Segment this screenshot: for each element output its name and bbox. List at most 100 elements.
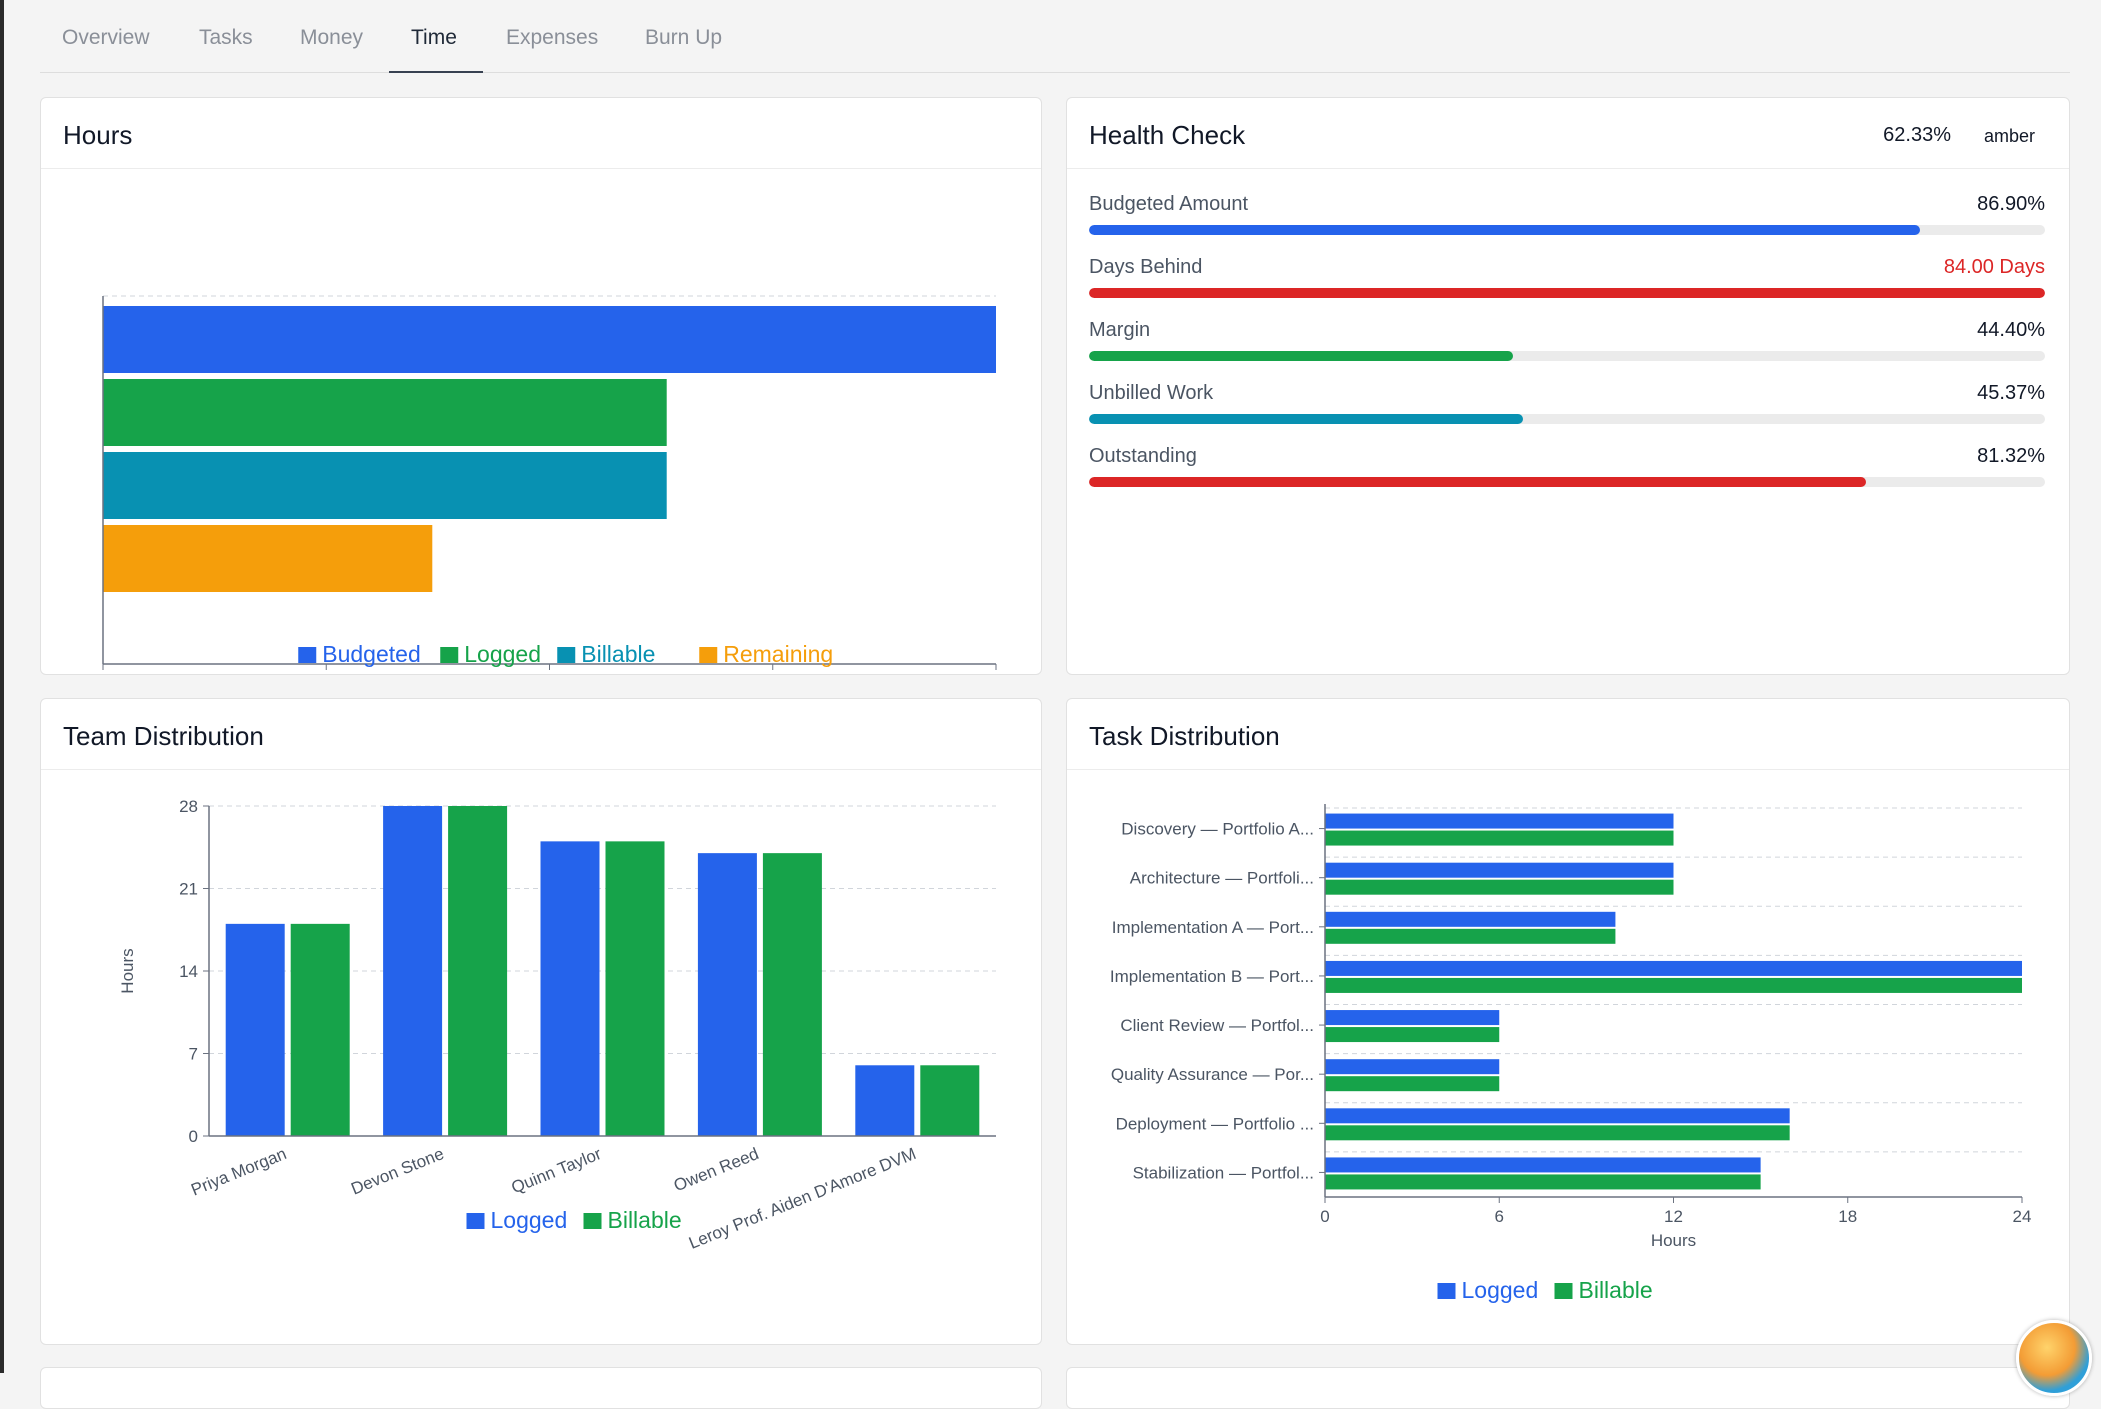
health-metric-track: [1089, 477, 2045, 487]
y-tick-label: Deployment — Portfolio ...: [1116, 1114, 1314, 1133]
health-metric-row: Margin 44.40%: [1089, 319, 2045, 379]
bar-billable: [448, 806, 508, 1136]
x-tick-label: Devon Stone: [348, 1144, 446, 1198]
health-metric-track: [1089, 225, 2045, 235]
bar-logged: [383, 806, 443, 1136]
legend-swatch: [466, 1213, 485, 1229]
health-metric-fill: [1089, 351, 1514, 361]
bar-billable: [1325, 1076, 1500, 1092]
tab-expenses[interactable]: Expenses: [506, 26, 599, 49]
tab-overview[interactable]: Overview: [62, 26, 150, 49]
health-metric-fill: [1089, 288, 2045, 298]
bar-logged: [1325, 1010, 1500, 1026]
health-score: 62.33%: [1883, 124, 1951, 146]
health-metric-value: 84.00 Days: [1943, 256, 2045, 278]
tab-bar: Overview Tasks Money Time Expenses Burn …: [40, 0, 2070, 73]
y-tick-label: 21: [179, 880, 198, 899]
bar-remaining: [103, 525, 433, 592]
health-metric-row: Outstanding 81.32%: [1089, 445, 2045, 505]
bar-billable: [1325, 1125, 1790, 1141]
health-metric-value: 81.32%: [1977, 445, 2045, 467]
health-metric-row: Days Behind 84.00 Days: [1089, 256, 2045, 316]
x-tick-label: 0: [1320, 1207, 1329, 1226]
hours-card: Hours 04080120160BudgetedLoggedBillableR…: [40, 97, 1042, 675]
y-tick-label: Discovery — Portfolio A...: [1121, 820, 1314, 839]
y-tick-label: Implementation A — Port...: [1112, 918, 1314, 937]
y-tick-label: Architecture — Portfoli...: [1130, 869, 1314, 888]
bar-billable: [1325, 879, 1674, 895]
health-metric-track: [1089, 351, 2045, 361]
hours-chart: 04080120160BudgetedLoggedBillableRemaini…: [102, 295, 997, 670]
team-distribution-card: Team Distribution 0 7 14 21 28 Hours Priya Mor…: [40, 698, 1042, 1345]
y-tick-label: 7: [189, 1045, 198, 1064]
x-tick-label: Priya Morgan: [188, 1144, 289, 1199]
card-header: Hours: [41, 98, 1041, 169]
task-distribution-chart: Discovery — Portfolio A... Architecture —…: [1110, 804, 2032, 1303]
card-header: Task Distribution: [1067, 699, 2069, 770]
tab-money[interactable]: Money: [300, 26, 364, 49]
legend-label: Logged: [464, 641, 541, 667]
next-card: [40, 1367, 1042, 1409]
tab-burn-up[interactable]: Burn Up: [645, 26, 723, 49]
legend-swatch: [440, 647, 459, 663]
team-distribution-chart: 0 7 14 21 28 Hours Priya Morgan Devon Stone Quin…: [118, 797, 1021, 1302]
legend-swatch: [699, 647, 718, 663]
health-metric-label: Budgeted Amount: [1089, 193, 1249, 215]
legend-swatch: [298, 647, 317, 663]
bar-logged: [855, 1065, 915, 1136]
health-check-card: Health Check 62.33% amber Budgeted Amoun…: [1066, 97, 2070, 675]
y-tick-label: 14: [179, 962, 198, 981]
beach-avatar-icon[interactable]: [2016, 1320, 2092, 1396]
card-title: Health Check: [1089, 120, 1246, 150]
active-tab-indicator: [389, 71, 483, 73]
bar-budgeted: [103, 306, 996, 373]
label-clip: [721, 1242, 1021, 1302]
window-edge: [0, 0, 4, 1373]
legend-label: Billable: [1579, 1277, 1653, 1303]
card-header: Health Check 62.33% amber: [1067, 98, 2069, 169]
bar-logged: [697, 853, 757, 1136]
card-title: Team Distribution: [63, 721, 264, 751]
legend-label: Budgeted: [322, 641, 420, 667]
y-tick-label: 0: [189, 1127, 198, 1146]
bar-billable: [1325, 1027, 1500, 1043]
bar-billable: [1325, 830, 1674, 846]
x-tick-label: 24: [2013, 1207, 2032, 1226]
bar-logged: [1325, 911, 1616, 927]
bar-logged: [1325, 1157, 1761, 1173]
x-tick-label: 6: [1495, 1207, 1504, 1226]
bar-logged: [1325, 862, 1674, 878]
y-tick-label: Client Review — Portfol...: [1120, 1016, 1314, 1035]
y-tick-label: Stabilization — Portfol...: [1133, 1163, 1314, 1182]
health-metric-value: 44.40%: [1977, 319, 2045, 341]
bar-logged: [1325, 1059, 1500, 1075]
bar-billable: [290, 923, 350, 1136]
health-metric-row: Budgeted Amount 86.90%: [1089, 193, 2045, 253]
tab-time[interactable]: Time: [411, 26, 457, 49]
bar-billable: [103, 452, 667, 519]
next-card: [1066, 1367, 2070, 1409]
y-tick-label: 28: [179, 797, 198, 816]
bar-logged: [540, 841, 600, 1136]
y-tick-label: Implementation B — Port...: [1110, 967, 1314, 986]
health-metric-fill: [1089, 414, 1523, 424]
bar-billable: [1325, 928, 1616, 944]
health-metric-label: Outstanding: [1089, 445, 1197, 467]
health-status: amber: [1983, 126, 2035, 146]
x-tick-label: 12: [1664, 1207, 1683, 1226]
health-metric-value: 45.37%: [1977, 382, 2045, 404]
y-tick-label: Quality Assurance — Por...: [1111, 1065, 1314, 1084]
bar-billable: [1325, 977, 2022, 993]
health-metric-label: Unbilled Work: [1089, 382, 1214, 404]
x-tick-label: Quinn Taylor: [509, 1144, 605, 1197]
tab-tasks[interactable]: Tasks: [199, 26, 253, 49]
x-tick-label: Owen Reed: [671, 1144, 761, 1195]
legend-label: Remaining: [723, 641, 833, 667]
legend-label: Billable: [608, 1207, 682, 1233]
legend-swatch: [1554, 1283, 1573, 1299]
bar-logged: [1325, 813, 1674, 829]
x-tick-label: 18: [1838, 1207, 1857, 1226]
task-distribution-card: Task Distribution Discovery — Portfolio …: [1066, 698, 2070, 1345]
bar-billable: [1325, 1174, 1761, 1190]
bar-logged: [103, 379, 667, 446]
